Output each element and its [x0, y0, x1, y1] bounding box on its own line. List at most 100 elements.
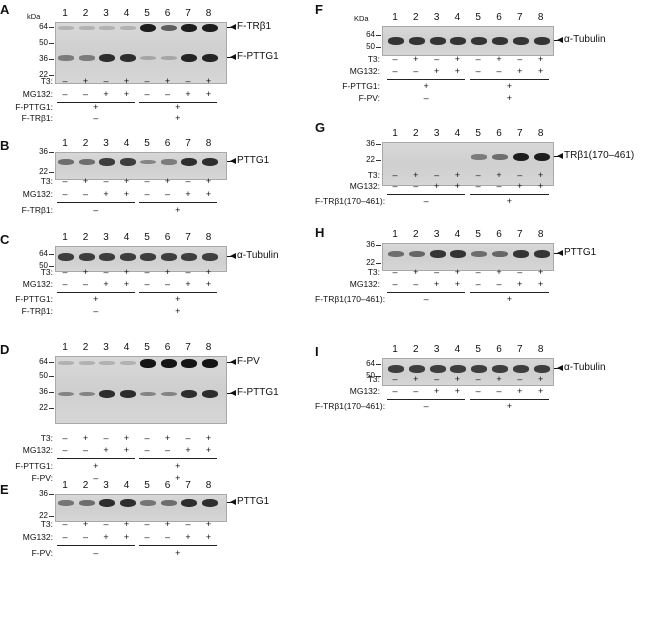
lane-number: 5	[144, 138, 150, 149]
kda-tick	[376, 160, 381, 161]
lane-number: 6	[164, 138, 171, 149]
kda-marker: 64	[366, 359, 375, 368]
treatment-sign: –	[164, 279, 170, 289]
kda-marker: 50	[39, 371, 48, 380]
treatment-sign: +	[205, 532, 212, 542]
band	[533, 37, 550, 45]
band	[512, 37, 529, 45]
lane-number: 6	[164, 480, 171, 491]
band	[140, 253, 156, 261]
transfection-sign: +	[506, 401, 513, 411]
band-label: F-PV	[237, 356, 260, 367]
treatment-sign: +	[205, 189, 212, 199]
treatment-sign: –	[62, 519, 68, 529]
transfection-label: F-TRβ1:	[21, 113, 53, 123]
group-underline	[387, 399, 466, 400]
treatment-sign: +	[103, 532, 109, 542]
treatment-label: MG132:	[349, 279, 380, 289]
treatment-sign: +	[517, 279, 523, 289]
group-underline	[139, 458, 217, 459]
transfection-sign: +	[175, 306, 181, 316]
lane-number: 7	[185, 480, 191, 491]
treatment-sign: +	[496, 54, 502, 64]
group-underline	[139, 102, 217, 103]
kda-marker: 36	[39, 489, 48, 498]
treatment-sign: –	[185, 519, 191, 529]
transfection-label: F-PV:	[358, 93, 380, 103]
band	[181, 53, 197, 63]
treatment-sign: –	[475, 386, 481, 396]
panel-f: F KDa 1 2 3 4 5 6 7 8 64 50 α-Tubulin T3: – + – + – + – + MG13…	[315, 2, 650, 142]
band	[512, 365, 529, 373]
treatment-sign: +	[103, 89, 109, 99]
treatment-sign: +	[496, 374, 502, 384]
treatment-sign: +	[185, 189, 191, 199]
band	[58, 361, 74, 365]
band	[201, 389, 218, 399]
panel-g: G 1 2 3 4 5 6 7 8 36 22 TRβ1(170–461) T3: – + – + – + – + MG1…	[315, 120, 650, 260]
band	[533, 152, 550, 162]
treatment-sign: –	[144, 279, 150, 289]
transfection-sign: +	[175, 294, 181, 304]
lane-number: 1	[392, 128, 398, 139]
treatment-label: T3:	[367, 374, 380, 384]
treatment-label: MG132:	[22, 445, 53, 455]
treatment-label: MG132:	[22, 89, 53, 99]
treatment-label: T3:	[367, 170, 380, 180]
transfection-sign: –	[423, 294, 429, 304]
panel-e: E 1 2 3 4 5 6 7 8 36 22 PTTG1 T3: – + – + – + – + MG132: – – + + –…	[0, 480, 300, 622]
transfection-label: F-PTTG1:	[15, 461, 53, 471]
treatment-sign: –	[62, 267, 68, 277]
treatment-sign: +	[82, 433, 89, 443]
treatment-sign: –	[62, 532, 68, 542]
treatment-sign: +	[103, 279, 109, 289]
band	[140, 500, 156, 506]
kda-tick	[376, 144, 381, 145]
band	[99, 389, 115, 399]
band-arrow	[554, 153, 563, 159]
treatment-sign: –	[103, 176, 109, 186]
band	[140, 23, 156, 33]
treatment-sign: +	[123, 176, 130, 186]
band	[99, 26, 115, 30]
treatment-sign: –	[62, 279, 68, 289]
panel-h: H 1 2 3 4 5 6 7 8 36 22 PTTG1 T3: – + – + – + – + MG132: – – + + –…	[315, 225, 650, 365]
panel-letter: C	[0, 232, 10, 247]
transfection-sign: –	[93, 473, 99, 483]
transfection-sign: –	[93, 306, 99, 316]
treatment-sign: –	[144, 267, 150, 277]
treatment-label: T3:	[40, 176, 53, 186]
treatment-sign: +	[454, 181, 461, 191]
band	[492, 365, 508, 373]
blot-image	[55, 246, 227, 272]
band-arrow	[227, 54, 236, 60]
band	[471, 365, 488, 373]
treatment-sign: –	[434, 267, 440, 277]
panel-c: C 1 2 3 4 5 6 7 8 64 50 α-Tubulin T3: – + – + – + – + MG132: –…	[0, 232, 300, 372]
treatment-label: T3:	[367, 54, 380, 64]
treatment-sign: +	[123, 433, 130, 443]
group-underline	[57, 102, 135, 103]
kda-tick	[376, 47, 381, 48]
treatment-label: MG132:	[349, 181, 380, 191]
treatment-sign: –	[475, 374, 481, 384]
lane-number: 4	[123, 8, 130, 19]
treatment-sign: –	[144, 433, 150, 443]
group-underline	[139, 202, 217, 203]
kda-marker: 22	[366, 155, 375, 164]
band-label: TRβ1(170–461)	[564, 150, 635, 161]
kda-tick	[376, 245, 381, 246]
transfection-label: F-TRβ1(170–461):	[315, 196, 386, 206]
treatment-label: MG132:	[349, 66, 380, 76]
treatment-sign: –	[82, 445, 88, 455]
treatment-sign: +	[537, 267, 544, 277]
band	[78, 500, 95, 506]
treatment-sign: +	[123, 89, 130, 99]
treatment-sign: –	[475, 66, 481, 76]
group-underline	[470, 79, 549, 80]
panel-letter: I	[315, 344, 319, 359]
band	[78, 159, 95, 165]
treatment-sign: –	[434, 54, 440, 64]
treatment-sign: +	[413, 54, 419, 64]
treatment-sign: –	[144, 76, 150, 86]
